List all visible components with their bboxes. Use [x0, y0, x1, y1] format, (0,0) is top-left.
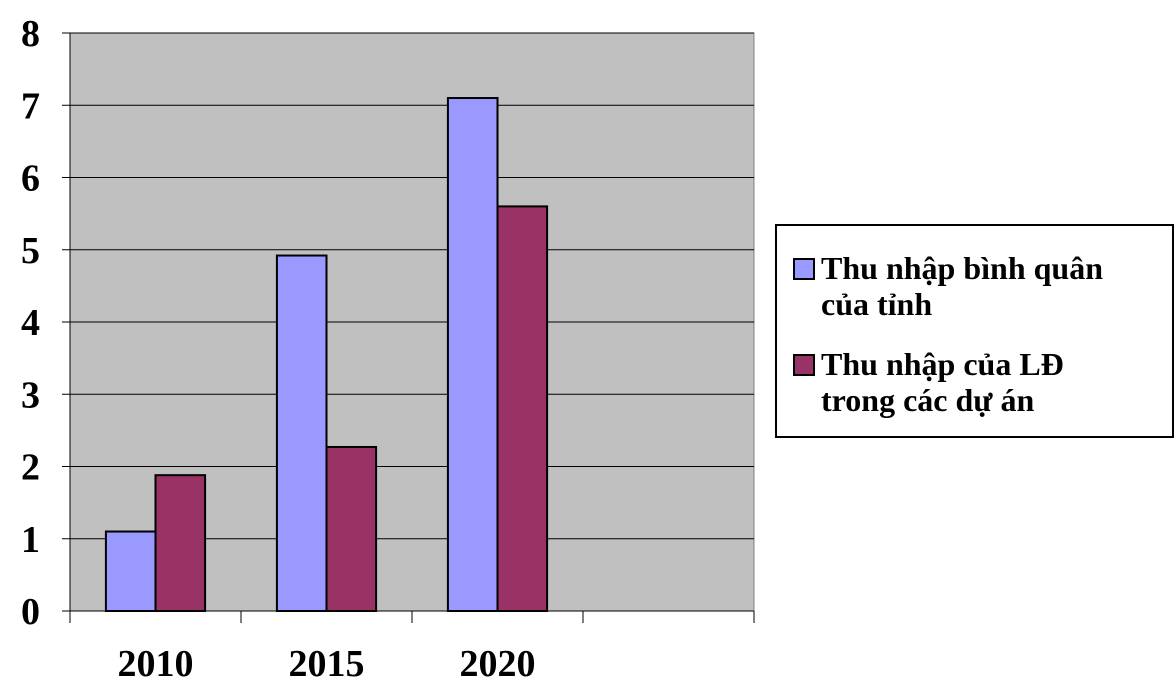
legend-swatch-series-2 — [793, 354, 815, 376]
y-axis-labels: 0 1 2 3 4 5 6 7 8 — [21, 13, 40, 633]
legend-label-series-1: Thu nhập bình quân của tỉnh — [821, 250, 1103, 322]
x-category-label: 2015 — [289, 643, 365, 677]
y-tick-label: 7 — [21, 85, 40, 127]
y-tick-label: 4 — [21, 302, 40, 344]
bar-2015-series-1 — [275, 254, 328, 612]
y-tick-label: 1 — [21, 519, 40, 561]
bar-2020-series-1 — [446, 97, 499, 612]
legend-item-series-1: Thu nhập bình quân của tỉnh — [793, 250, 1103, 322]
axes — [62, 32, 755, 623]
legend: Thu nhập bình quân của tỉnh Thu nhập của… — [775, 224, 1174, 438]
y-tick-label: 3 — [21, 374, 40, 416]
x-axis-labels: 2010 2015 2020 — [118, 643, 536, 677]
bars — [104, 97, 549, 613]
y-tick-label: 6 — [21, 158, 40, 200]
y-tick-label: 0 — [21, 591, 40, 633]
x-category-label: 2020 — [460, 643, 536, 677]
y-tick-label: 8 — [21, 13, 40, 55]
x-category-label: 2010 — [118, 643, 194, 677]
y-tick-label: 2 — [21, 447, 40, 489]
legend-label-series-2: Thu nhập của LĐ trong các dự án — [821, 346, 1064, 418]
legend-swatch-series-1 — [793, 258, 815, 280]
bar-2010-series-1 — [104, 530, 157, 613]
bar-2010-series-2 — [154, 474, 207, 613]
y-tick-label: 5 — [21, 230, 40, 272]
bar-2015-series-2 — [325, 445, 378, 612]
legend-item-series-2: Thu nhập của LĐ trong các dự án — [793, 346, 1064, 418]
bar-2020-series-2 — [496, 205, 549, 612]
